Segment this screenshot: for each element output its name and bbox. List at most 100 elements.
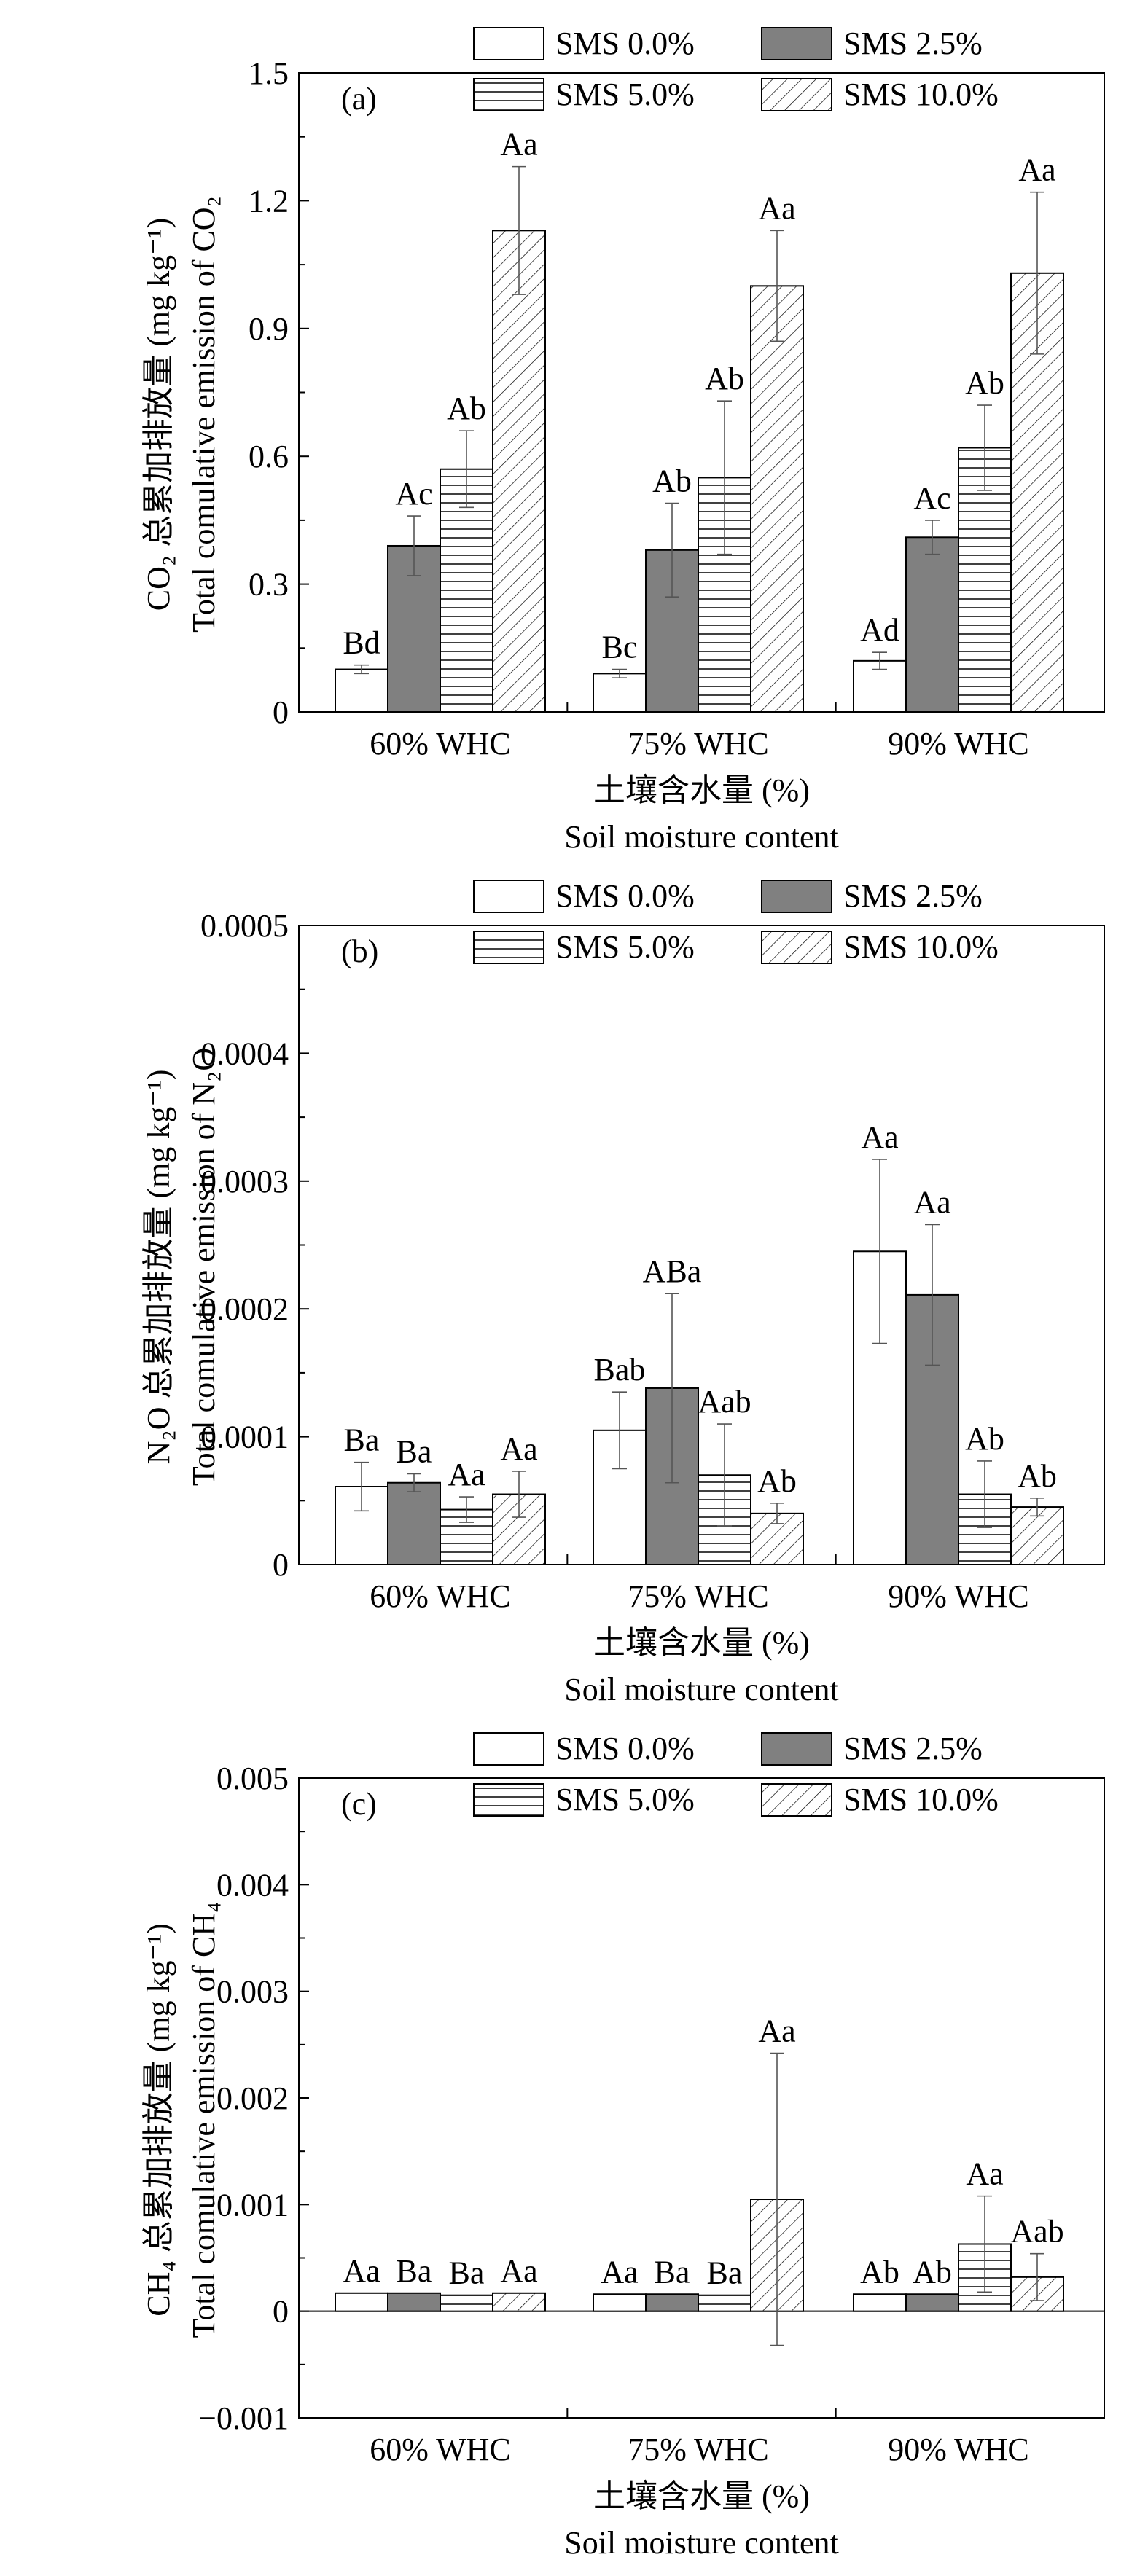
y-tick-label: 0.0003	[200, 1164, 289, 1199]
significance-label: Aa	[500, 127, 537, 163]
legend-swatch	[473, 27, 544, 60]
significance-label: Aa	[966, 2156, 1003, 2192]
legend: SMS 0.0% SMS 2.5% SMS 5.0% SMS 10.0%	[473, 1731, 999, 1817]
y-axis-label-cn: CO₂ 总累加排放量 (mg kg⁻¹)	[141, 218, 176, 611]
y-tick-label: 1.2	[249, 183, 289, 219]
bar-0-0	[335, 2292, 388, 2312]
y-tick-label: 0.3	[249, 567, 289, 603]
significance-label: Ba	[449, 2255, 485, 2291]
legend-label: SMS 2.5%	[843, 1731, 983, 1766]
legend-label: SMS 10.0%	[843, 77, 999, 112]
x-category-label: 75% WHC	[628, 2432, 769, 2467]
chart-panel-c: −0.001 0 0.001 0.002 0.003 0.004 0.005 Aa Aa Ab Ba…	[141, 1731, 1105, 2561]
bar-3-0	[492, 230, 546, 713]
panel-label: (b)	[341, 933, 378, 969]
y-tick-label: 0.0004	[200, 1036, 289, 1071]
x-category-label: 90% WHC	[888, 726, 1029, 762]
x-category-label: 60% WHC	[370, 2432, 511, 2467]
bar-2-2	[958, 447, 1012, 713]
significance-label: Ab	[860, 2254, 899, 2290]
legend-swatch	[761, 78, 832, 111]
legend-label: SMS 2.5%	[843, 26, 983, 61]
significance-label: Bc	[602, 630, 638, 665]
significance-label: Aa	[758, 190, 795, 226]
x-category-label: 90% WHC	[888, 2432, 1029, 2467]
bar-2-0	[440, 2294, 493, 2312]
legend-label: SMS 5.0%	[555, 929, 695, 965]
significance-label: ABa	[643, 1253, 702, 1289]
significance-label: Ba	[344, 1422, 380, 1458]
y-tick-label: 0.0005	[200, 908, 289, 944]
legend-label: SMS 0.0%	[555, 26, 695, 61]
legend-swatch	[761, 1783, 832, 1817]
legend-swatch	[473, 78, 544, 111]
bar-1-1	[645, 2293, 699, 2312]
y-tick-label: 1.5	[249, 55, 289, 91]
significance-label: Aa	[500, 1431, 537, 1467]
y-axis-label-en: Total comulative emission of CO₂	[186, 196, 222, 633]
bar-1-2	[905, 536, 959, 713]
x-axis-label-cn: 土壤含水量 (%)	[593, 772, 810, 808]
significance-label: Ab	[757, 1463, 797, 1499]
significance-label: Aab	[698, 1384, 751, 1420]
bar-3-1	[750, 285, 804, 713]
significance-label: Ab	[965, 365, 1004, 401]
legend: SMS 0.0% SMS 2.5% SMS 5.0% SMS 10.0%	[473, 878, 999, 965]
y-tick-label: 0.9	[249, 311, 289, 347]
legend-label: SMS 2.5%	[843, 878, 983, 914]
y-tick-label: 0	[273, 694, 289, 730]
plot-frame	[298, 1777, 1105, 2419]
significance-label: Ab	[913, 2254, 952, 2290]
significance-label: Ba	[397, 2253, 432, 2289]
legend-swatch	[473, 931, 544, 964]
y-axis-label-cn: N₂O 总累加排放量 (mg kg⁻¹)	[141, 1070, 176, 1465]
legend-swatch	[761, 880, 832, 913]
x-category-label: 90% WHC	[888, 1578, 1029, 1614]
significance-label: Aa	[601, 2254, 638, 2290]
y-tick-label: 0	[273, 1547, 289, 1583]
legend-label: SMS 0.0%	[555, 878, 695, 914]
significance-label: Ab	[447, 391, 486, 426]
significance-label: Aa	[448, 1457, 485, 1492]
x-category-label: 75% WHC	[628, 1578, 769, 1614]
significance-label: Ab	[1018, 1458, 1057, 1494]
y-tick-label: 0	[273, 2294, 289, 2330]
y-tick-label: 0.0001	[200, 1420, 289, 1455]
x-axis-label-en: Soil moisture content	[564, 819, 838, 855]
chart-panel-b: 0 0.0001 0.0002 0.0003 0.0004 0.0005 Ba Bab Aa Ba…	[141, 878, 1105, 1707]
legend-swatch	[761, 931, 832, 964]
y-tick-label: 0.005	[216, 1761, 289, 1796]
legend-label: SMS 10.0%	[843, 929, 999, 965]
significance-label: Bd	[343, 625, 380, 661]
significance-label: Aa	[758, 2013, 795, 2049]
y-axis-label-cn: CH₄ 总累加排放量 (mg kg⁻¹)	[141, 1923, 176, 2316]
x-axis-label-cn: 土壤含水量 (%)	[593, 2478, 810, 2514]
bar-1-2	[905, 2293, 959, 2312]
legend-label: SMS 5.0%	[555, 1782, 695, 1817]
y-tick-label: 0.6	[249, 439, 289, 474]
x-axis-label-cn: 土壤含水量 (%)	[593, 1625, 810, 1661]
x-axis-label-en: Soil moisture content	[564, 1672, 838, 1707]
bar-0-2	[853, 2293, 907, 2312]
y-tick-label: 0.0002	[200, 1291, 289, 1327]
x-category-label: 60% WHC	[370, 726, 511, 762]
bar-1-0	[387, 1481, 441, 1566]
significance-label: Aab	[1010, 2214, 1063, 2250]
legend-label: SMS 5.0%	[555, 77, 695, 112]
bar-0-1	[593, 673, 647, 713]
significance-label: Aa	[500, 2253, 537, 2289]
legend-label: SMS 10.0%	[843, 1782, 999, 1817]
x-category-label: 75% WHC	[628, 726, 769, 762]
x-category-label: 60% WHC	[370, 1578, 511, 1614]
legend-swatch	[761, 27, 832, 60]
y-tick-label: −0.001	[198, 2400, 289, 2436]
significance-label: Ab	[705, 361, 744, 396]
bar-3-2	[1010, 1506, 1064, 1566]
significance-label: Ab	[965, 1421, 1004, 1457]
y-tick-label: 0.001	[216, 2187, 289, 2223]
legend-swatch	[473, 880, 544, 913]
y-axis-label-en: Total comulative emission of N₂O	[186, 1048, 222, 1486]
significance-label: Ac	[913, 480, 950, 516]
